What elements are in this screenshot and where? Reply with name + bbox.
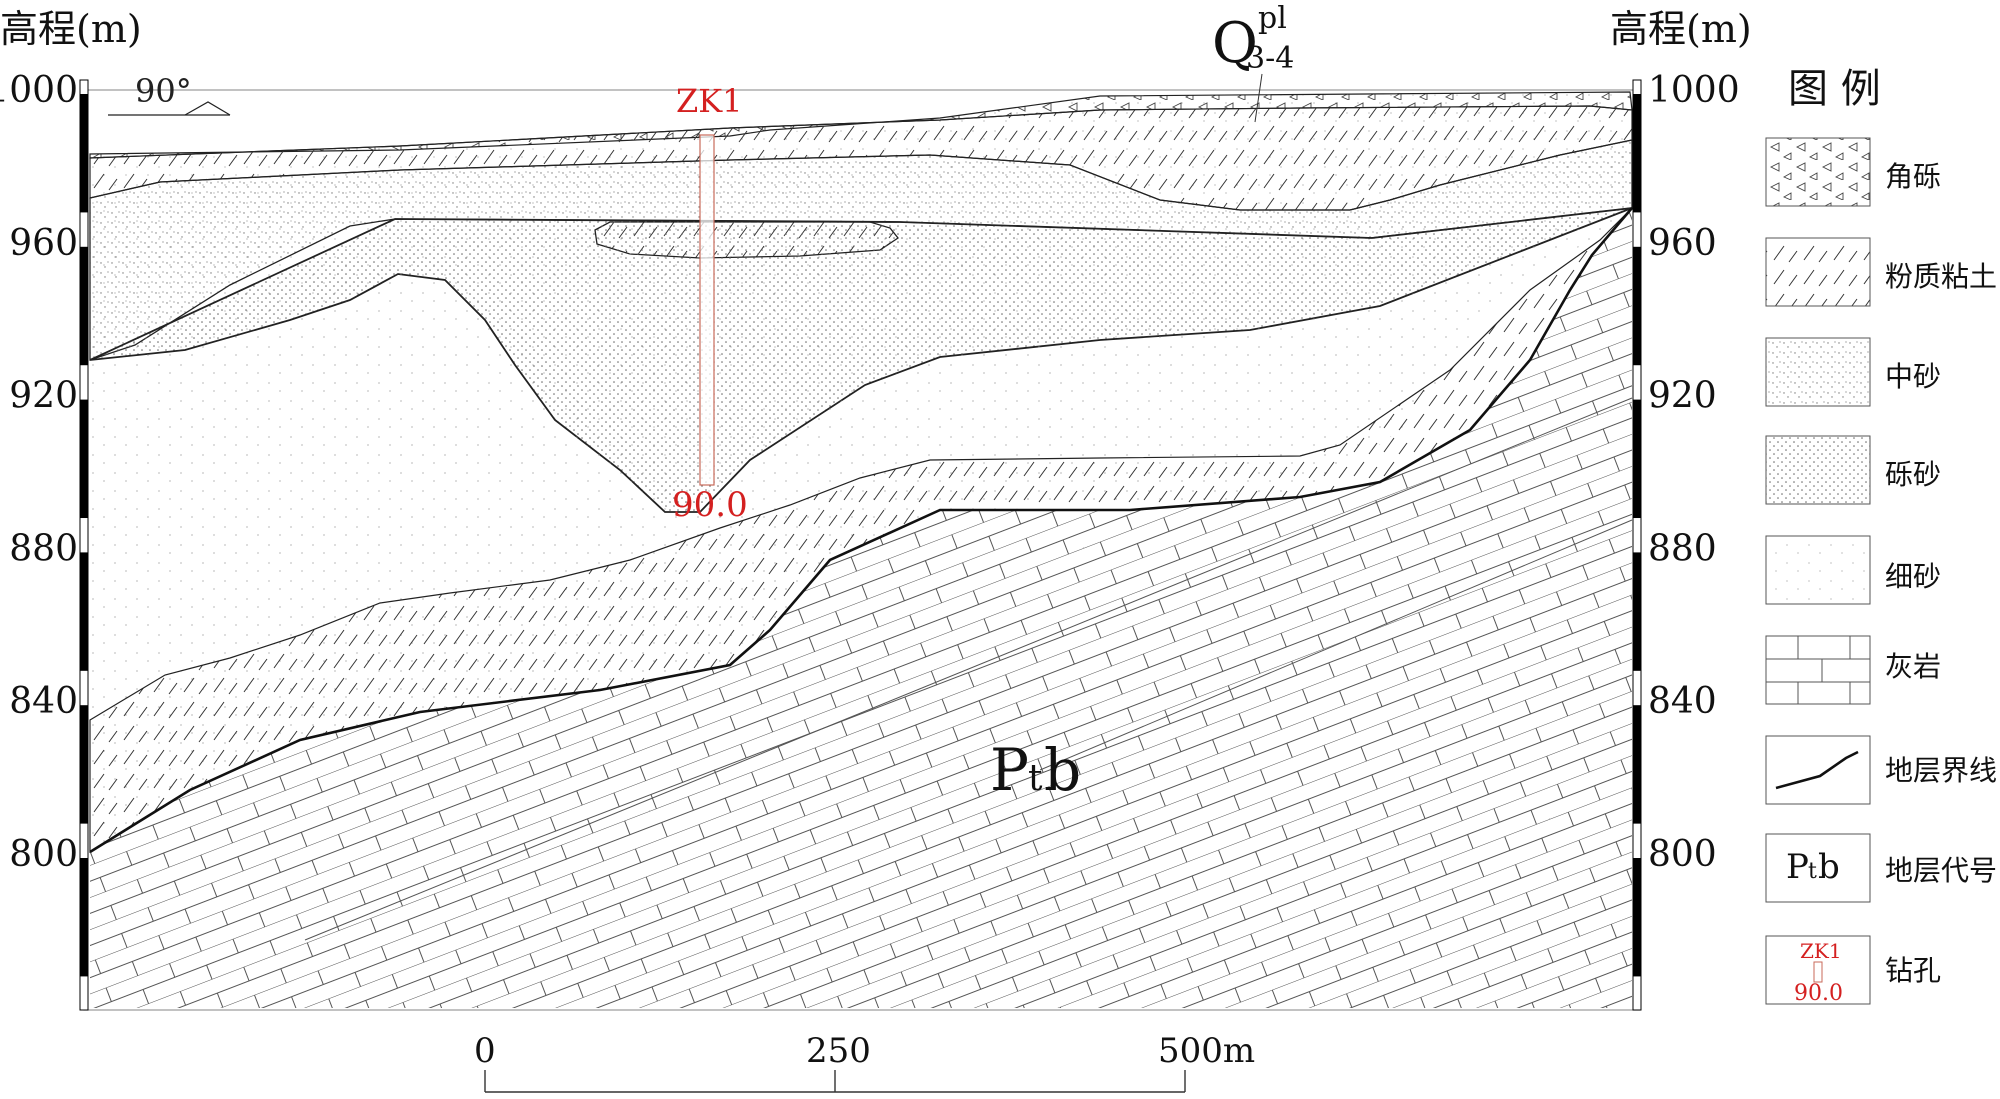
right-tick-label-840: 840 [1648,681,1717,722]
right-axis-segment [1633,705,1641,824]
medium-sand-layer [89,139,1633,361]
right-elevation-axis [1632,79,1642,1011]
legend-swatch-medium-sand [1765,337,1871,407]
legend-label-silty-clay: 粉质粘土 [1885,260,1997,293]
orientation-label: 90° [135,72,192,110]
right-tick-label-800: 800 [1648,834,1717,875]
svg-text:90.0: 90.0 [1794,981,1843,1006]
scale-label-500: 500m [1158,1031,1255,1071]
svg-text:t: t [1808,859,1817,884]
left-axis-segment [80,552,88,671]
legend-swatch-limestone [1765,635,1871,705]
legend-label-gravel-sand: 砾砂 [1885,458,1941,491]
right-axis-segment [1633,246,1641,366]
legend-swatch-fine-sand [1765,535,1871,605]
legend: 图 例 角砾 粉质粘土 中砂 砾砂 细砂 灰岩 地层界线 P [1765,66,1997,1006]
limestone-bed-lines [304,397,1633,941]
left-elevation-axis [79,79,89,1011]
legend-label-limestone: 灰岩 [1885,650,1941,683]
left-tick-label-1000: 1000 [0,70,78,111]
svg-text:b: b [1818,847,1840,887]
borehole-column [699,134,715,486]
legend-swatch-breccia [1765,137,1871,207]
scale-bar: 0 250 500m [474,1031,1255,1093]
right-axis-segment [1633,858,1641,977]
right-axis-title: 高程(m) [1610,7,1752,51]
quaternary-stratum-code: Q pl 3-4 [1212,1,1294,123]
svg-text:b: b [1044,736,1081,804]
svg-text:3-4: 3-4 [1246,41,1294,76]
left-tick-label-800: 800 [9,834,78,875]
left-axis-segment [80,858,88,977]
svg-text:ZK1: ZK1 [1800,939,1842,963]
left-tick-label-920: 920 [9,376,78,417]
svg-text:pl: pl [1258,1,1287,36]
right-tick-label-1000: 1000 [1648,70,1740,111]
legend-label-fine-sand: 细砂 [1885,560,1941,593]
orientation-marker: 90° [108,72,231,116]
svg-text:Q: Q [1212,11,1258,76]
left-axis-segment [80,94,88,213]
strata-layers [89,91,1633,1008]
left-tick-label-840: 840 [9,681,78,722]
borehole-zk1: ZK1 90.0 [672,82,748,525]
legend-swatch-boundary [1765,735,1871,805]
svg-text:P: P [1786,847,1809,887]
left-tick-label-880: 880 [9,528,78,569]
legend-swatch-silty-clay [1765,237,1871,307]
legend-label-medium-sand: 中砂 [1885,360,1941,393]
right-tick-label-880: 880 [1648,528,1717,569]
legend-label-breccia: 角砾 [1885,160,1941,193]
bedrock-stratum-code: P t b [990,736,1081,804]
left-axis-segment [80,399,88,519]
legend-swatch-code: P t b [1765,833,1871,903]
right-axis-segment [1633,552,1641,671]
left-tick-label-960: 960 [9,223,78,264]
elevation-ticks: 1000 1000 960 960 920 920 880 880 840 840 800 800 [0,70,1740,977]
right-axis-segment [1633,399,1641,519]
scale-label-0: 0 [474,1031,496,1071]
left-axis-segment [80,246,88,366]
legend-label-boundary: 地层界线 [1885,754,1997,787]
right-axis-segment [1633,94,1641,213]
svg-text:t: t [1028,758,1043,799]
borehole-depth: 90.0 [672,485,748,525]
legend-label-code: 地层代号 [1885,854,1997,887]
right-tick-label-920: 920 [1648,376,1717,417]
borehole-id: ZK1 [676,82,743,120]
legend-title: 图 例 [1788,66,1881,112]
limestone-bedrock [90,208,1632,1008]
legend-swatch-borehole: ZK1 90.0 [1765,935,1871,1006]
legend-swatch-gravel-sand [1765,435,1871,505]
svg-text:P: P [990,736,1029,804]
left-axis-title: 高程(m) [0,7,142,51]
scale-label-250: 250 [806,1031,871,1071]
stratum-boundary-bedrock [89,207,1633,854]
right-tick-label-960: 960 [1648,223,1717,264]
legend-label-borehole: 钻孔 [1885,954,1941,987]
left-axis-segment [80,705,88,824]
